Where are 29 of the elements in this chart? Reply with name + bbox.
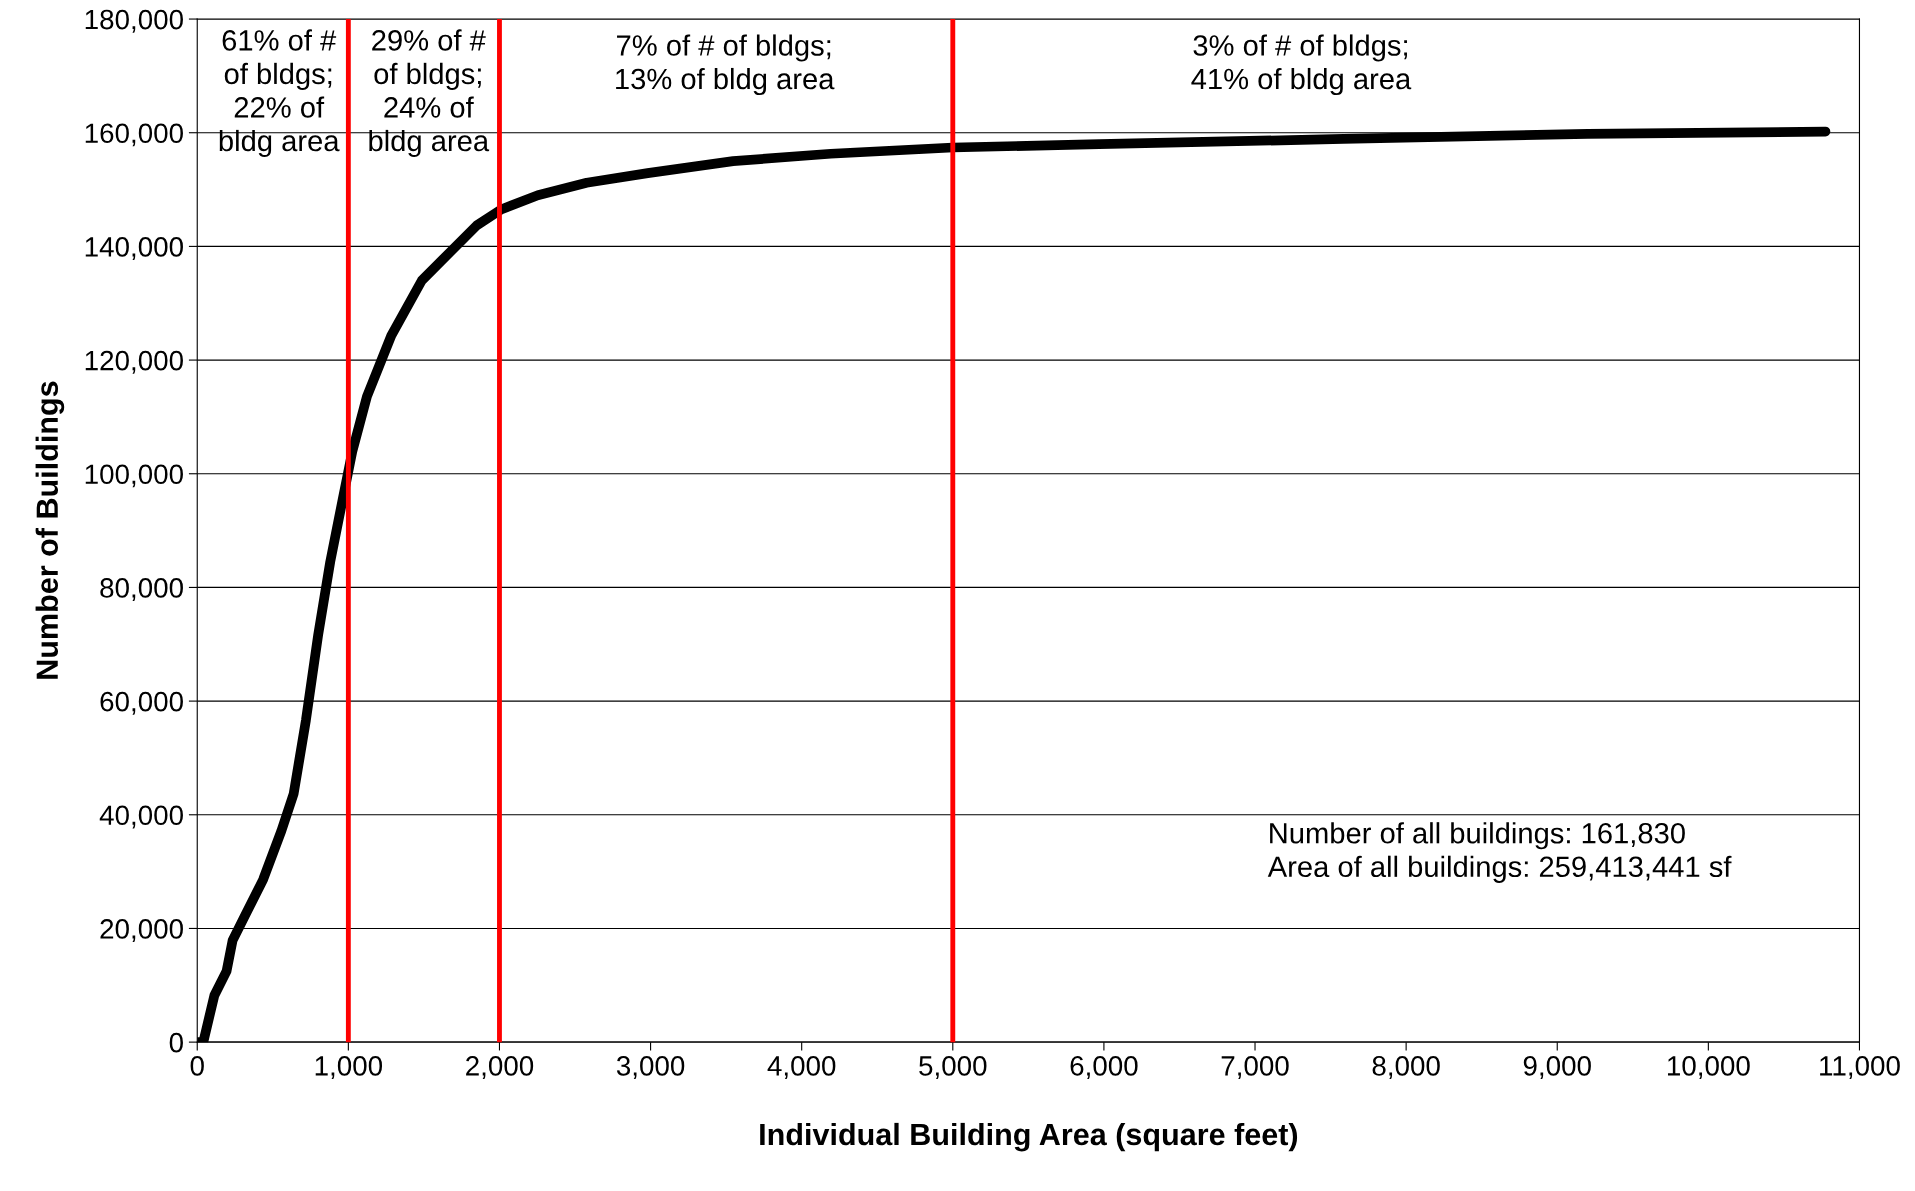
y-tick-label: 160,000 [85,123,183,147]
x-tick-label: 8,000 [1372,1056,1440,1079]
y-tick-label: 140,000 [85,237,183,261]
y-tick-label: 0 [169,1032,183,1053]
x-tick-label: 9,000 [1523,1056,1591,1079]
x-tick-label: 11,000 [1820,1056,1900,1079]
x-axis-title: Individual Building Area (square feet) [760,1122,1298,1152]
x-tick-label: 7,000 [1221,1056,1289,1079]
x-tick-label: 10,000 [1668,1056,1750,1079]
annotation: Number of all buildings: 161,830 Area of all buildings: 259,413,441 sf [1267,822,1732,883]
annotation: 3% of # of bldgs; 41% of bldg area [1191,34,1412,96]
x-tick-label: 2,000 [466,1056,534,1079]
y-tick-label: 80,000 [100,578,183,602]
x-tick-label: 1,000 [315,1056,383,1079]
x-tick-label: 6,000 [1070,1056,1138,1079]
x-tick-label: 5,000 [919,1056,987,1079]
annotation: 61% of # of bldgs; 22% of bldg area [219,29,340,158]
annotation: 29% of # of bldgs; 24% of bldg area [369,29,490,158]
y-tick-label: 120,000 [85,350,183,374]
x-tick-label: 4,000 [767,1056,836,1079]
y-tick-label: 180,000 [85,9,183,33]
y-tick-label: 60,000 [100,691,183,715]
annotation: 7% of # of bldgs; 13% of bldg area [616,34,835,96]
y-tick-label: 100,000 [85,464,183,488]
x-tick-label: 0 [190,1056,204,1076]
y-tick-label: 20,000 [100,919,183,943]
y-tick-label: 40,000 [99,805,183,829]
y-axis-title: Number of Buildings [35,381,65,679]
x-tick-label: 3,000 [616,1056,685,1079]
